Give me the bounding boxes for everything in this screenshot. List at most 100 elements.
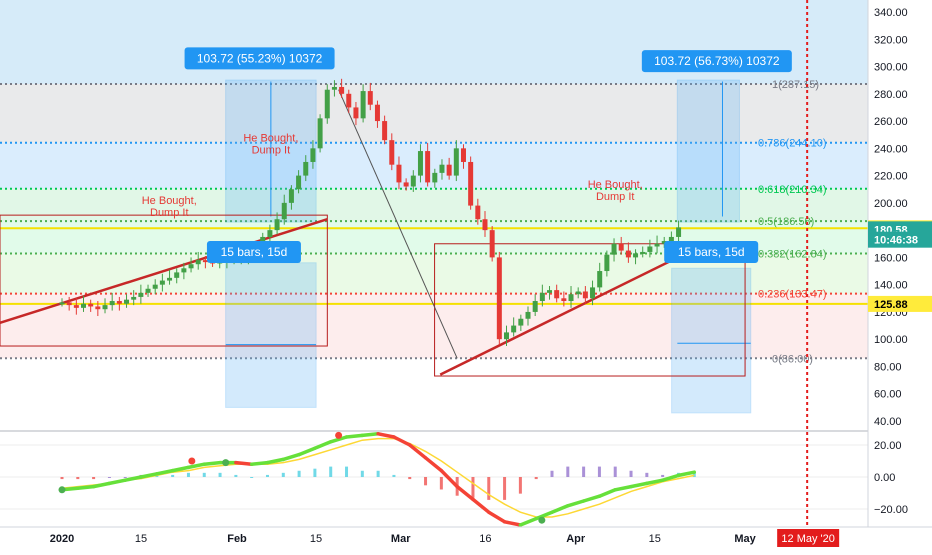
price-tick-label: 100.00 [874,334,908,346]
osc-fast-line [107,478,127,486]
candle-body [460,148,466,162]
candle-body [382,121,388,141]
osc-fast-line [407,443,428,460]
candle-body [367,91,373,105]
osc-histogram-bar [471,477,475,498]
measure-label-box [641,50,792,73]
candle-body [331,86,337,90]
time-tick-label: 2020 [50,533,74,545]
measure-box-range [671,267,752,414]
osc-fast-line [471,497,491,514]
osc-fast-line [186,462,207,470]
oscillator-pane [0,430,932,527]
osc-fast-line [344,433,365,439]
time-tick-label: Feb [227,533,247,545]
osc-histogram-bar [629,470,633,477]
candle-body [425,151,431,183]
osc-fast-line [518,516,538,527]
annotation-text: He Bought, [243,133,298,145]
osc-fast-line [76,484,96,490]
candle-body [167,277,173,281]
annotation-text: He Bought, [142,195,197,207]
lower-zone [0,358,868,430]
osc-fast-line [360,432,380,438]
osc-histogram-bar [107,477,111,478]
fib-retracement: 1(287.15) 0.786(244.10) 0.618(210.34) 0.5(1… [0,79,868,365]
osc-tick-label: −20.00 [874,504,908,516]
candle-body [159,280,165,285]
candle-body [611,243,617,255]
osc-fast-line [581,494,602,503]
osc-fast-line [376,432,396,439]
osc-fast-line [629,481,649,489]
measure-label: 103.72 (55.23%) 10372 [197,51,323,65]
osc-fast-line [313,440,333,450]
osc-histogram-bar [503,477,507,500]
osc-signal-dot [222,459,230,467]
osc-histogram-bar [534,477,538,480]
osc-fast-line [439,468,459,489]
osc-fast-line [534,510,554,521]
candle-body [568,294,574,302]
candle-body [604,254,610,272]
candle-body [539,292,545,302]
osc-fast-line [502,520,523,527]
osc-fast-line [265,457,286,465]
osc-histogram-bar [613,466,617,477]
candle-body [403,182,409,187]
candle-body [547,290,553,293]
fib-anchor-line [338,89,458,359]
osc-histogram-bar [376,470,380,477]
background-zones [0,0,868,430]
osc-fast-line [249,460,270,466]
osc-histogram-bar [661,474,665,477]
price-label-box [868,295,932,312]
osc-histogram-bar [550,470,554,477]
candle-body [145,288,151,293]
fib-level-label: 0.236(133.47) [758,289,827,301]
price-tick-label: 280.00 [874,89,908,101]
candle-body [582,291,588,299]
candle-body [174,272,180,278]
osc-fast-line [487,510,507,524]
trend-line [0,218,328,325]
candle-body [274,219,280,231]
annotation-text: He Bought, [588,179,643,191]
fib-zone [0,188,868,222]
osc-fast-line [234,460,254,466]
candle-body [496,257,502,340]
candle-body [676,227,682,237]
annotation-text: Dump It [150,207,189,219]
osc-histogram-bar [345,466,349,477]
osc-fast-line [455,484,475,502]
price-label: 10:46:38 [874,235,918,247]
candle-body [188,264,194,269]
candle-body [288,189,294,203]
measure-label: 103.72 (56.73%) 10372 [654,54,780,68]
price-tick-label: 240.00 [874,143,908,155]
time-tick-label: May [734,533,756,545]
osc-tick-label: 0.00 [874,472,895,484]
price-tick-label: 140.00 [874,280,908,292]
candle-body [489,230,495,258]
candle-body [95,306,101,310]
fib-level-label: 0.5(186.58) [758,216,814,228]
time-tick-label: Mar [391,533,411,545]
time-tick-label: 15 [310,533,322,545]
osc-fast-line [645,478,665,486]
osc-histogram-bar [439,477,443,490]
candle-body [561,298,567,302]
osc-histogram-bar [408,477,412,480]
price-tick-label: 220.00 [874,171,908,183]
osc-histogram-bar [281,472,285,477]
candle-body [647,246,653,252]
price-label-box [868,231,932,248]
price-tick-label: 60.00 [874,389,902,401]
osc-histogram-bar [313,468,317,477]
candle-body [310,148,316,162]
osc-fast-line [123,475,143,482]
osc-histogram-bar [392,474,396,477]
candle-body [131,296,137,300]
